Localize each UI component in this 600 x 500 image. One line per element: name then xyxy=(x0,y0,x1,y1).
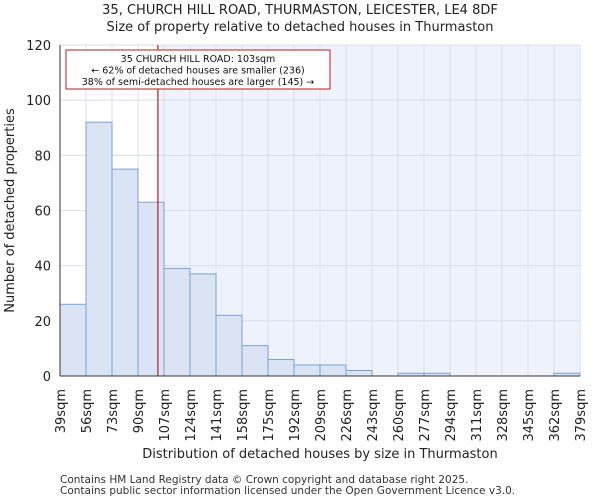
x-tick-label: 260sqm xyxy=(392,389,407,442)
x-tick-label: 294sqm xyxy=(444,389,459,442)
annotation-line: 35 CHURCH HILL ROAD: 103sqm xyxy=(121,54,276,65)
x-tick-label: 90sqm xyxy=(132,389,147,433)
y-tick-label: 0 xyxy=(43,370,51,385)
y-tick-label: 100 xyxy=(26,94,51,109)
histogram-bar xyxy=(293,364,321,377)
y-tick-label: 120 xyxy=(26,39,51,54)
y-tick-label: 60 xyxy=(34,205,51,220)
x-tick-label: 379sqm xyxy=(574,389,589,442)
histogram-bar xyxy=(85,121,113,377)
chart-title: 35, CHURCH HILL ROAD, THURMASTON, LEICES… xyxy=(102,3,498,18)
y-tick-label: 20 xyxy=(34,315,51,330)
x-tick-label: 39sqm xyxy=(54,389,69,433)
histogram-bar xyxy=(189,273,217,377)
annotation-line: 38% of semi-detached houses are larger (… xyxy=(82,77,315,88)
x-tick-label: 311sqm xyxy=(470,389,485,442)
histogram-bar xyxy=(59,303,87,377)
histogram-bar xyxy=(345,369,373,377)
histogram-bar xyxy=(241,345,269,377)
x-axis-title: Distribution of detached houses by size … xyxy=(142,447,497,462)
footer-copyright: Contains HM Land Registry data © Crown c… xyxy=(60,474,469,486)
x-tick-label: 175sqm xyxy=(262,389,277,442)
histogram-bar xyxy=(319,364,347,377)
annotation-box xyxy=(65,49,331,90)
x-tick-label: 277sqm xyxy=(418,389,433,442)
x-tick-label: 73sqm xyxy=(106,389,121,433)
x-tick-label: 226sqm xyxy=(340,389,355,442)
chart-subtitle: Size of property relative to detached ho… xyxy=(106,20,494,35)
footer-licence: Contains public sector information licen… xyxy=(60,485,516,497)
x-tick-label: 243sqm xyxy=(366,389,381,442)
x-tick-label: 158sqm xyxy=(236,389,251,442)
annotation-line: ← 62% of detached houses are smaller (23… xyxy=(91,66,304,77)
histogram-bar xyxy=(111,168,139,377)
y-tick-label: 40 xyxy=(34,260,51,275)
x-tick-label: 362sqm xyxy=(548,389,563,442)
x-tick-label: 141sqm xyxy=(210,389,225,442)
x-tick-label: 56sqm xyxy=(80,389,95,433)
histogram-bar xyxy=(215,314,243,377)
histogram-bar xyxy=(163,267,191,377)
x-tick-label: 192sqm xyxy=(288,389,303,442)
y-axis-title: Number of detached properties xyxy=(3,108,18,313)
y-tick-label: 80 xyxy=(34,149,51,164)
x-tick-label: 209sqm xyxy=(314,389,329,442)
x-tick-label: 107sqm xyxy=(158,389,173,442)
x-tick-label: 124sqm xyxy=(184,389,199,442)
x-tick-label: 328sqm xyxy=(496,389,511,442)
histogram-bar xyxy=(137,201,165,377)
x-tick-label: 345sqm xyxy=(522,389,537,442)
histogram-bar xyxy=(267,358,295,377)
